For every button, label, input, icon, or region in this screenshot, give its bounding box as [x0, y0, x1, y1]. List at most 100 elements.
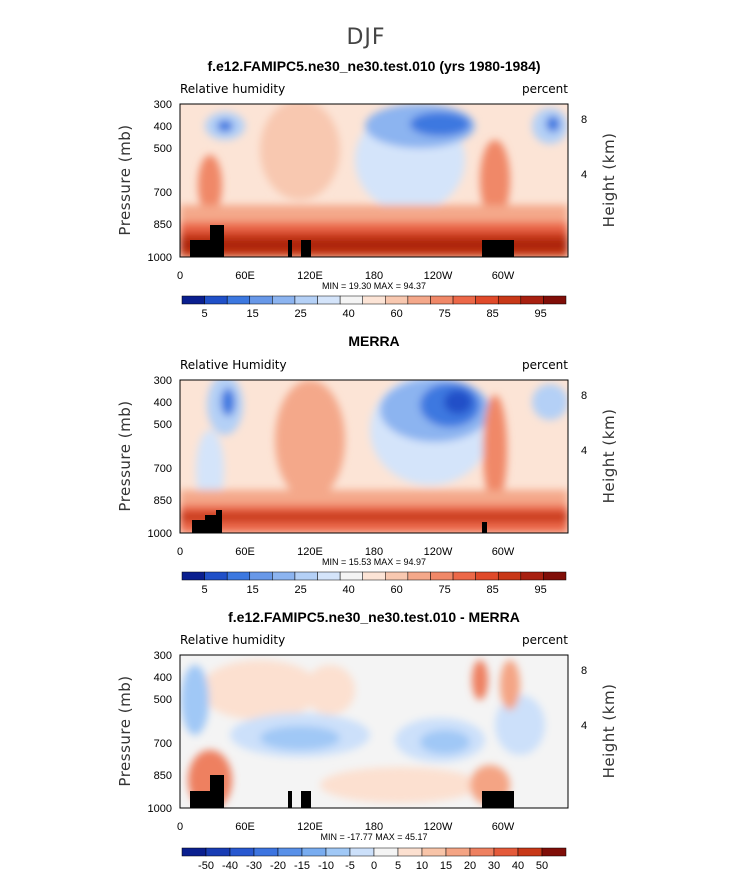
y-axis-label: Pressure (mb): [116, 124, 134, 235]
y-tick: 400: [154, 672, 172, 684]
colorbar-swatch: [301, 847, 327, 857]
colorbar-label: 40: [512, 860, 524, 872]
colorbar-swatch: [407, 295, 431, 305]
colorbar-label: 75: [438, 584, 450, 596]
colorbar-swatch: [249, 295, 273, 305]
y-tick: 300: [154, 375, 172, 387]
y-tick: 1000: [148, 252, 172, 264]
x-tick: 60W: [492, 546, 515, 558]
colorbar-swatch: [362, 571, 386, 581]
contour-field: [180, 104, 568, 257]
plot-frame: [179, 103, 569, 258]
colorbar-label: -50: [198, 860, 214, 872]
colorbar-swatch: [249, 571, 273, 581]
x-ticks: 0 60E 120E 180 120W 60W: [177, 546, 515, 558]
colorbar: -50 -40 -30 -20 -15 -10 -5 0 5 10 15 20 30 40 50: [181, 847, 567, 872]
x-tick: 120W: [424, 821, 453, 833]
colorbar-label: 25: [294, 584, 306, 596]
y-tick: 850: [154, 219, 172, 231]
colorbar-swatch: [204, 295, 228, 305]
x-tick: 60W: [492, 821, 515, 833]
colorbar-label: 40: [342, 308, 354, 320]
x-tick: 0: [177, 270, 183, 282]
y-tick: 850: [154, 770, 172, 782]
x-tick: 120E: [297, 546, 323, 558]
y-tick: 400: [154, 397, 172, 409]
colorbar-label: 10: [416, 860, 428, 872]
x-tick: 180: [365, 546, 383, 558]
y-right-tick: 8: [581, 114, 587, 126]
min-max-label: MIN = 15.53 MAX = 94.97: [322, 557, 426, 567]
colorbar-swatch: [469, 847, 495, 857]
panel-title: f.e12.FAMIPC5.ne30_ne30.test.010 (yrs 19…: [207, 58, 540, 74]
min-max-label: MIN = -17.77 MAX = 45.17: [320, 832, 427, 842]
panel-merra: MERRA Relative Humidity percent: [116, 333, 618, 596]
y-right-ticks: 8 4: [581, 390, 587, 457]
plot-frame: [179, 379, 569, 534]
colorbar-swatch: [349, 847, 375, 857]
colorbar-swatch: [475, 571, 499, 581]
y-ticks: 300 400 500 700 850 1000: [148, 650, 172, 815]
units-label: percent: [522, 358, 568, 372]
y-tick: 400: [154, 121, 172, 133]
colorbar-label: 85: [486, 584, 498, 596]
colorbar-swatch: [541, 847, 567, 857]
colorbar-label: 5: [395, 860, 401, 872]
y-tick: 500: [154, 694, 172, 706]
y-right-tick: 4: [581, 720, 587, 732]
field-label: Relative humidity: [180, 82, 285, 96]
colorbar-label: -40: [222, 860, 238, 872]
x-tick: 180: [365, 821, 383, 833]
colorbar-swatch: [229, 847, 255, 857]
colorbar-swatch: [205, 847, 231, 857]
y-ticks: 300 400 500 700 850 1000: [148, 375, 172, 540]
colorbar-label: 5: [202, 308, 208, 320]
colorbar-swatch: [339, 571, 363, 581]
colorbar-swatch: [452, 295, 476, 305]
x-ticks: 0 60E 120E 180 120W 60W: [177, 270, 515, 282]
colorbar-swatch: [543, 295, 567, 305]
x-tick: 120W: [424, 270, 453, 282]
colorbar-swatch: [226, 571, 251, 581]
colorbar-swatch: [520, 571, 544, 581]
plot-frame: [179, 654, 569, 809]
colorbar-label: 5: [202, 584, 208, 596]
colorbar-label: 25: [294, 308, 306, 320]
colorbar-swatch: [497, 571, 522, 581]
x-tick: 120E: [297, 821, 323, 833]
y-tick: 300: [154, 99, 172, 111]
colorbar-label: 15: [246, 308, 258, 320]
colorbar-swatch: [294, 295, 318, 305]
x-tick: 60E: [235, 821, 255, 833]
y-right-ticks: 8 4: [581, 114, 587, 181]
x-tick: 0: [177, 821, 183, 833]
y-axis-label: Pressure (mb): [116, 675, 134, 786]
colorbar-swatch: [421, 847, 447, 857]
y-right-tick: 8: [581, 665, 587, 677]
colorbar-swatch: [397, 847, 423, 857]
colorbar-swatch: [452, 571, 476, 581]
colorbar-label: 60: [390, 584, 402, 596]
colorbar-swatch: [253, 847, 279, 857]
colorbar-swatch: [493, 847, 519, 857]
colorbar-swatch: [226, 295, 251, 305]
x-ticks: 0 60E 120E 180 120W 60W: [177, 821, 515, 833]
colorbar-swatch: [385, 571, 409, 581]
x-tick: 120E: [297, 270, 323, 282]
y-axis-label: Pressure (mb): [116, 400, 134, 511]
y-tick: 700: [154, 463, 172, 475]
colorbar-label: 85: [486, 308, 498, 320]
min-max-label: MIN = 19.30 MAX = 94.37: [322, 281, 426, 291]
x-tick: 60E: [235, 546, 255, 558]
panel-difference: f.e12.FAMIPC5.ne30_ne30.test.010 - MERRA…: [116, 609, 618, 872]
y-tick: 700: [154, 738, 172, 750]
colorbar-swatch: [294, 571, 318, 581]
y-right-axis-label: Height (km): [600, 684, 618, 779]
y-tick: 1000: [148, 803, 172, 815]
colorbar-label: 40: [342, 584, 354, 596]
colorbar-label: 75: [438, 308, 450, 320]
colorbar-swatch: [543, 571, 567, 581]
colorbar-swatch: [373, 847, 399, 857]
colorbar-swatch: [204, 571, 228, 581]
